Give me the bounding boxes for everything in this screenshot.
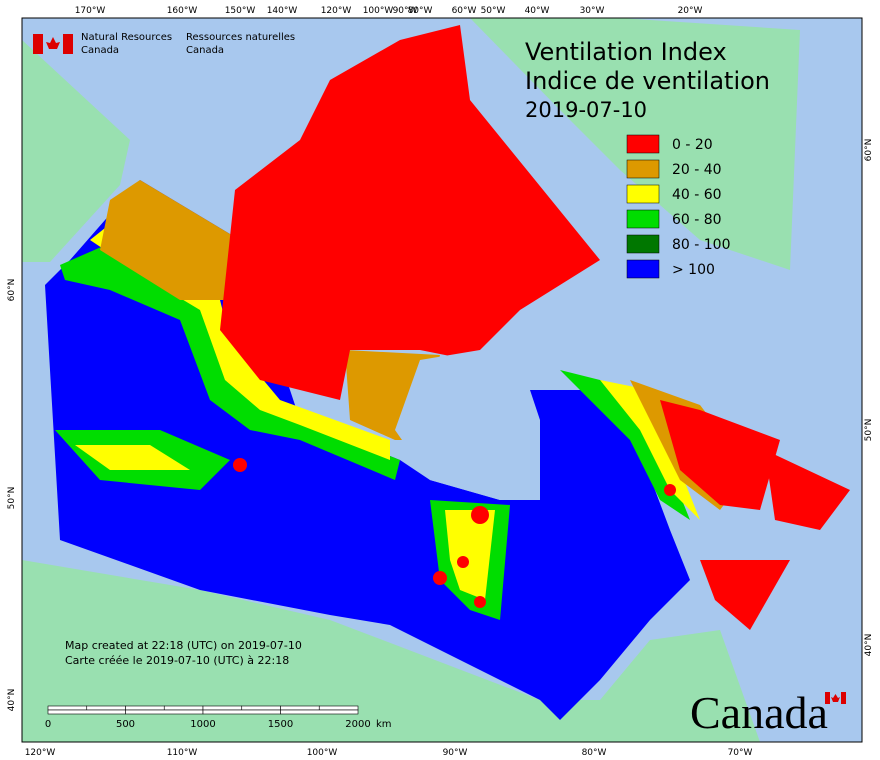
legend-swatch <box>626 134 660 154</box>
graticule-label: 20°W <box>678 6 703 16</box>
region-red-arctic <box>220 25 600 400</box>
note: Carte créée le 2019-07-10 (UTC) à 22:18 <box>65 654 289 667</box>
graticule-label: 80°W <box>408 6 433 16</box>
graticule-label: 40°N <box>7 689 17 712</box>
legend: 0 - 20 20 - 40 40 - 60 60 - 80 80 - 100 > 100 <box>626 134 731 279</box>
scale-label: 2000 <box>345 719 370 730</box>
graticule-label: 120°W <box>25 748 56 758</box>
flag-bar <box>841 692 846 704</box>
region-yellow-east <box>600 380 700 520</box>
graticule-label: 50°N <box>7 487 17 510</box>
graticule-label: 60°W <box>452 6 477 16</box>
alaska <box>22 40 130 262</box>
graticule-label: 70°W <box>728 748 753 758</box>
map-frame <box>22 18 862 742</box>
scale-segment <box>280 709 359 715</box>
graticule-label: 100°W <box>363 6 394 16</box>
graticule-label: 60°N <box>864 139 874 162</box>
title: Indice de ventilation <box>525 67 770 95</box>
graticule-label: 140°W <box>267 6 298 16</box>
graticule-label: 90°W <box>393 6 418 16</box>
scale-segment <box>163 705 204 711</box>
title: Ventilation Index <box>525 38 727 66</box>
scale-bar: 0 500 1000 1500 2000 km <box>45 705 392 730</box>
scale-segment <box>202 709 281 715</box>
maple-leaf <box>46 37 60 49</box>
scale-segment <box>86 705 126 711</box>
agency-fr: Canada <box>186 45 224 56</box>
graticule-label: 80°W <box>582 748 607 758</box>
note: Map created at 22:18 (UTC) on 2019-07-10 <box>65 639 302 652</box>
legend-label: 80 - 100 <box>672 237 731 253</box>
hudson-bay <box>395 350 540 500</box>
graticule-label: 40°W <box>525 6 550 16</box>
hotspot <box>457 556 469 568</box>
region-red-maritimes <box>700 560 790 630</box>
legend-swatch <box>626 209 660 229</box>
agency-en: Canada <box>81 45 119 56</box>
hotspot <box>664 484 676 496</box>
hotspot <box>233 458 247 472</box>
scale-label: 0 <box>45 719 51 730</box>
graticule-label: 160°W <box>167 6 198 16</box>
graticule-label: 90°W <box>443 748 468 758</box>
flag-bar <box>33 34 43 54</box>
scale-segment <box>47 705 88 711</box>
flag-bar <box>63 34 73 54</box>
scale-segment <box>125 709 204 715</box>
scale-segment <box>280 705 320 711</box>
region-green-east <box>560 370 690 520</box>
graticule-label: 60°N <box>7 279 17 302</box>
hotspot <box>433 571 447 585</box>
wordmark: Canada <box>690 687 828 738</box>
legend-swatch <box>626 259 660 279</box>
region-red-newfoundland <box>765 450 850 530</box>
graticule-label: 50°N <box>864 419 874 442</box>
region-red-labrador <box>660 400 780 510</box>
graticule-label: 170°W <box>75 6 106 16</box>
maple-leaf <box>831 694 840 702</box>
legend-swatch <box>626 159 660 179</box>
scale-segment <box>202 705 243 711</box>
scale-label: 500 <box>116 719 135 730</box>
legend-label: 0 - 20 <box>672 137 713 153</box>
usa <box>22 560 760 742</box>
agency-fr: Ressources naturelles <box>186 32 295 43</box>
region-green <box>60 230 400 480</box>
graticule-label: 150°W <box>225 6 256 16</box>
logo <box>33 34 73 54</box>
frame-border <box>21 17 863 743</box>
graticule-label: 30°W <box>580 6 605 16</box>
wordmark-flag <box>825 692 846 704</box>
agency-en: Natural Resources <box>81 32 172 43</box>
graticule-label: 120°W <box>321 6 352 16</box>
legend-swatch <box>626 184 660 204</box>
scale-segment <box>125 705 165 711</box>
scale-label: 1500 <box>268 719 293 730</box>
graticule-label: 50°W <box>481 6 506 16</box>
flag-bar <box>825 692 830 704</box>
region-yellow-on <box>445 510 495 600</box>
legend-label: 40 - 60 <box>672 187 722 203</box>
hotspot <box>474 596 486 608</box>
scale-segment <box>47 709 126 715</box>
graticule-label: 110°W <box>167 748 198 758</box>
legend-label: > 100 <box>672 262 715 278</box>
scale-segment <box>318 705 359 711</box>
graticule-label: 100°W <box>307 748 338 758</box>
region-yellow-w <box>75 445 190 470</box>
date: 2019-07-10 <box>525 98 647 122</box>
graticule-labels: 170°W 160°W 150°W 140°W 120°W 100°W 90°W80°W 60… <box>7 6 874 758</box>
scale-label: 1000 <box>190 719 215 730</box>
region-orange-nw <box>100 180 240 300</box>
graticule-label: 40°N <box>864 634 874 657</box>
legend-label: 60 - 80 <box>672 212 722 228</box>
legend-swatch <box>626 234 660 254</box>
scale-unit: km <box>376 719 392 730</box>
scale-segment <box>241 705 281 711</box>
legend-label: 20 - 40 <box>672 162 722 178</box>
hotspot <box>471 506 489 524</box>
